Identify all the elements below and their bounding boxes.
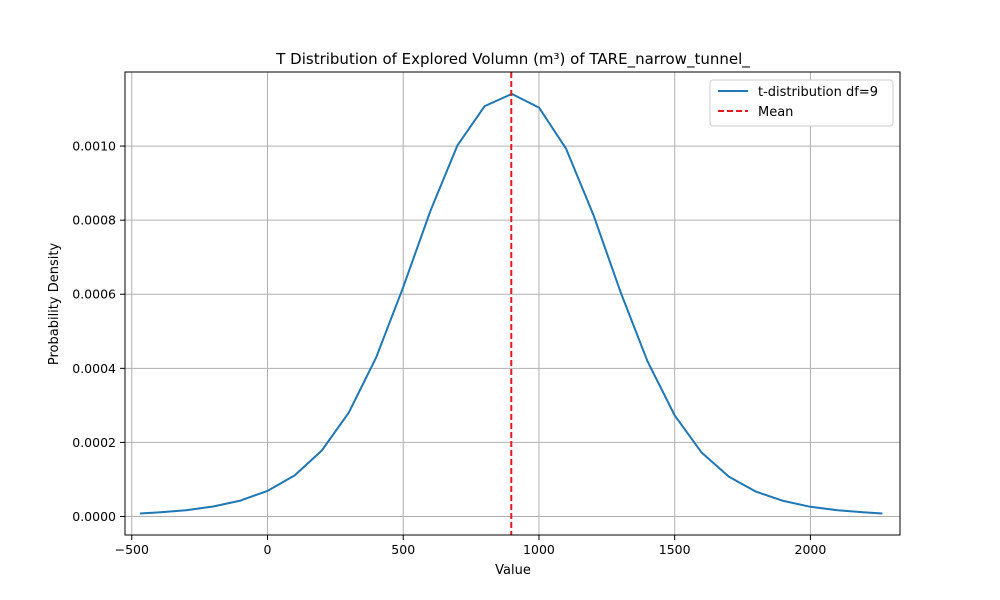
y-axis: 0.0000 0.0002 0.0004 0.0006 0.0008 0.0010 [72, 139, 125, 524]
y-tick-label: 0.0000 [72, 509, 116, 524]
x-tick-label: 0 [264, 542, 272, 557]
y-tick-label: 0.0002 [72, 435, 116, 450]
y-tick-label: 0.0004 [72, 361, 116, 376]
y-tick-label: 0.0006 [72, 287, 116, 302]
y-tick-label: 0.0008 [72, 213, 116, 228]
legend: t-distribution df=9 Mean [709, 79, 894, 127]
x-tick-label: −500 [115, 542, 149, 557]
x-tick-label: 2000 [795, 542, 827, 557]
plot-frame [124, 71, 901, 536]
legend-entry-mean: Mean [758, 105, 793, 120]
x-tick-label: 1500 [659, 542, 691, 557]
y-axis-label: Probability Density [47, 243, 62, 366]
plot-area [139, 72, 883, 535]
x-tick-label: 500 [391, 542, 415, 557]
legend-entry-t-distribution: t-distribution df=9 [758, 85, 878, 100]
grid [125, 72, 900, 535]
x-tick-label: 1000 [523, 542, 555, 557]
legend-box [709, 79, 894, 127]
y-tick-label: 0.0010 [72, 139, 116, 154]
x-axis-label: Value [495, 563, 531, 578]
chart-title: T Distribution of Explored Volumn (m³) o… [275, 50, 750, 69]
x-axis: −500 0 500 1000 1500 2000 [115, 535, 827, 557]
